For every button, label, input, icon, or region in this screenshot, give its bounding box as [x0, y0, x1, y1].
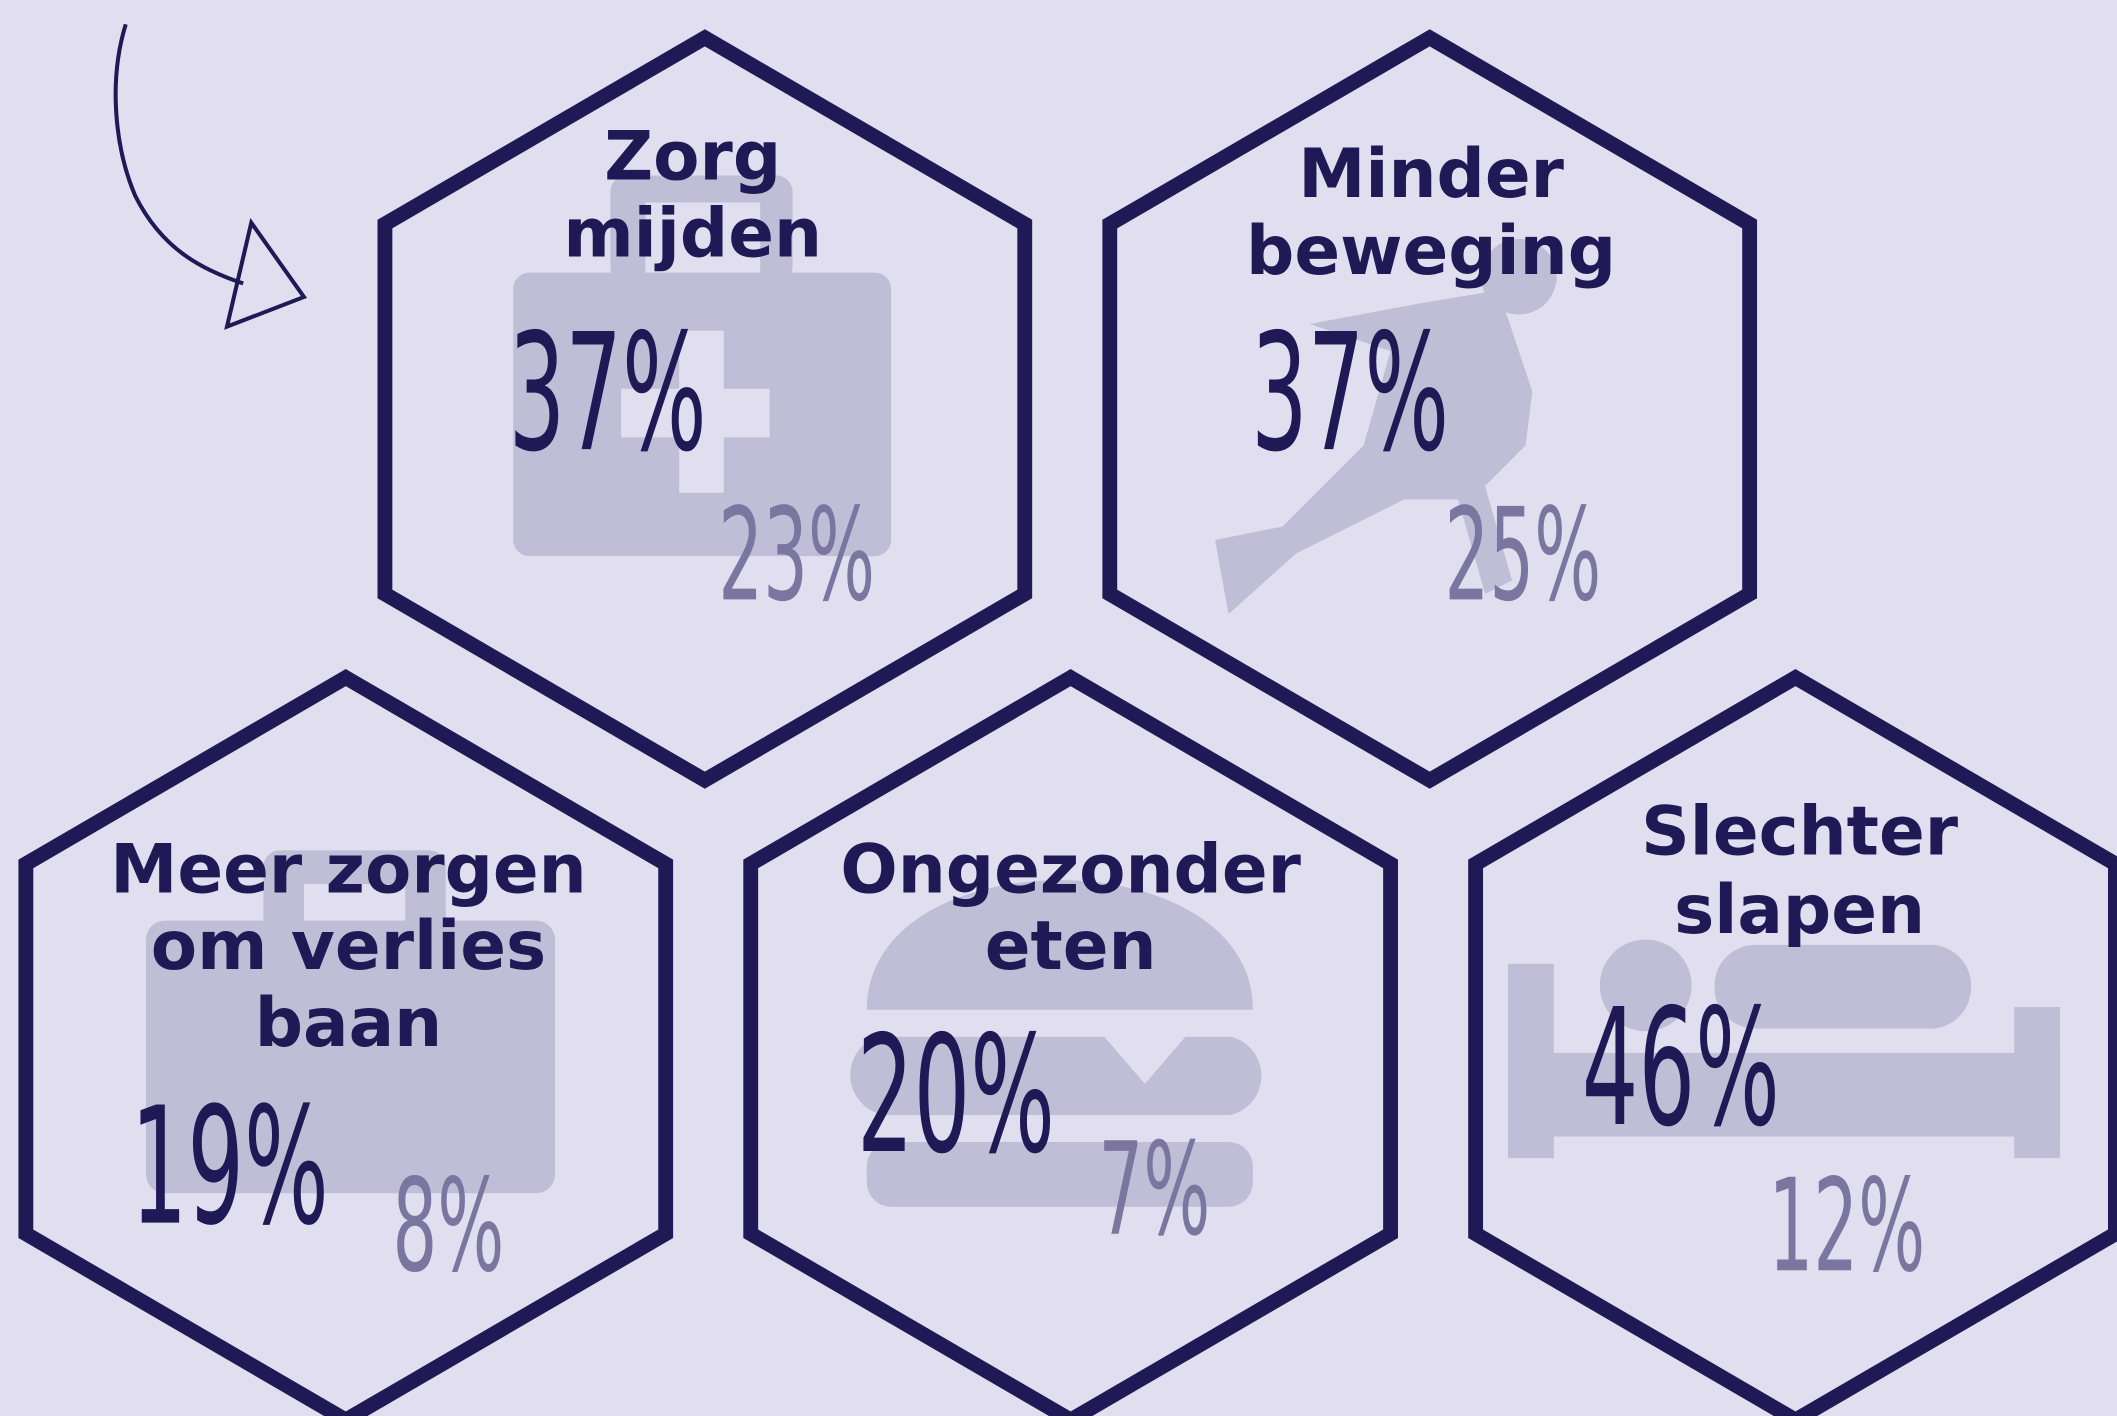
secondary-percentage: 12%: [1768, 1152, 1925, 1301]
item-title: Zorg: [604, 117, 781, 196]
secondary-percentage: 25%: [1444, 482, 1601, 631]
hexagon: [1468, 669, 2117, 1416]
icons: [145, 175, 2061, 1207]
item-title: baan: [255, 983, 442, 1062]
first-aid-icon: [513, 175, 892, 557]
briefcase-icon: [145, 850, 556, 1194]
item-title: Slechter: [1641, 791, 1959, 870]
item-title: Ongezonder: [840, 829, 1301, 908]
hexagon: [1102, 29, 1758, 789]
arrow: [113, 23, 308, 330]
item-title: beweging: [1246, 211, 1616, 290]
item-title: mijden: [563, 193, 822, 272]
bed-icon: [1508, 939, 2061, 1159]
item-title: Meer zorgen: [110, 829, 587, 908]
primary-percentage: 46%: [1582, 974, 1780, 1162]
hexagon: [377, 29, 1033, 789]
hexagon: [18, 669, 674, 1416]
burger-icon: [850, 880, 1262, 1207]
item-title: Minder: [1298, 134, 1564, 213]
secondary-percentage: 23%: [718, 482, 875, 631]
item-title: om verlies: [151, 906, 546, 985]
secondary-percentage: 8%: [392, 1152, 504, 1301]
secondary-percentage: 7%: [1098, 1116, 1210, 1265]
primary-percentage: 37%: [509, 299, 707, 487]
item-title: slapen: [1674, 870, 1925, 949]
primary-percentage: 37%: [1251, 299, 1449, 487]
runner-icon: [1215, 238, 1557, 615]
primary-percentage: 19%: [131, 1073, 329, 1261]
primary-percentage: 20%: [857, 1001, 1055, 1189]
hexagon: [743, 669, 1398, 1416]
item-title: eten: [985, 906, 1157, 985]
